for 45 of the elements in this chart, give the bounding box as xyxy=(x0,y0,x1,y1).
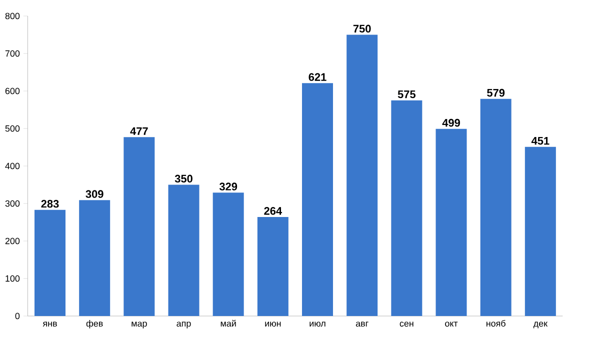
bar xyxy=(391,100,422,316)
x-tick-label: янв xyxy=(42,322,57,327)
x-tick-label: май xyxy=(220,320,236,327)
x-tick-label: июл xyxy=(310,322,326,327)
bar xyxy=(346,34,378,316)
bar xyxy=(257,217,288,316)
y-tick-label: 400 xyxy=(5,162,20,170)
bar xyxy=(212,192,244,316)
x-tick-label: окт xyxy=(445,322,458,327)
x-tick-label: июн xyxy=(265,322,281,327)
y-tick-label: 700 xyxy=(5,50,20,57)
y-tick-label: 800 xyxy=(5,12,20,20)
data-label: 329 xyxy=(219,182,238,190)
x-tick-label: дек xyxy=(533,322,548,328)
bar xyxy=(124,137,155,316)
data-label: 477 xyxy=(130,127,148,135)
data-label: 575 xyxy=(398,90,416,98)
x-tick-label: сен xyxy=(400,322,414,327)
x-tick-label: мар xyxy=(132,322,147,328)
bar xyxy=(436,128,467,316)
y-tick-label: 600 xyxy=(5,88,20,94)
data-label: 264 xyxy=(264,207,282,215)
bar xyxy=(34,210,66,316)
y-tick-label: 300 xyxy=(5,200,20,207)
y-tick-label: 500 xyxy=(5,125,20,132)
bar xyxy=(79,200,110,316)
x-tick-label: авг xyxy=(356,322,368,327)
data-label: 621 xyxy=(308,73,326,81)
bar xyxy=(302,83,334,316)
x-tick-label: апр xyxy=(176,322,191,328)
data-label: 579 xyxy=(487,88,505,97)
bar xyxy=(480,98,512,316)
y-tick-label: 0 xyxy=(15,312,20,320)
bar xyxy=(168,184,200,316)
data-label: 309 xyxy=(86,190,104,198)
data-label: 750 xyxy=(353,24,371,33)
y-tick-label: 200 xyxy=(5,238,20,244)
data-label: 451 xyxy=(531,137,550,145)
data-label: 499 xyxy=(442,118,460,127)
bar xyxy=(524,146,556,316)
y-tick-label: 100 xyxy=(6,275,20,282)
data-label: 283 xyxy=(41,200,59,208)
data-label: 350 xyxy=(174,174,192,183)
x-tick-label: фев xyxy=(86,320,103,328)
x-tick-label: нояб xyxy=(486,320,506,327)
